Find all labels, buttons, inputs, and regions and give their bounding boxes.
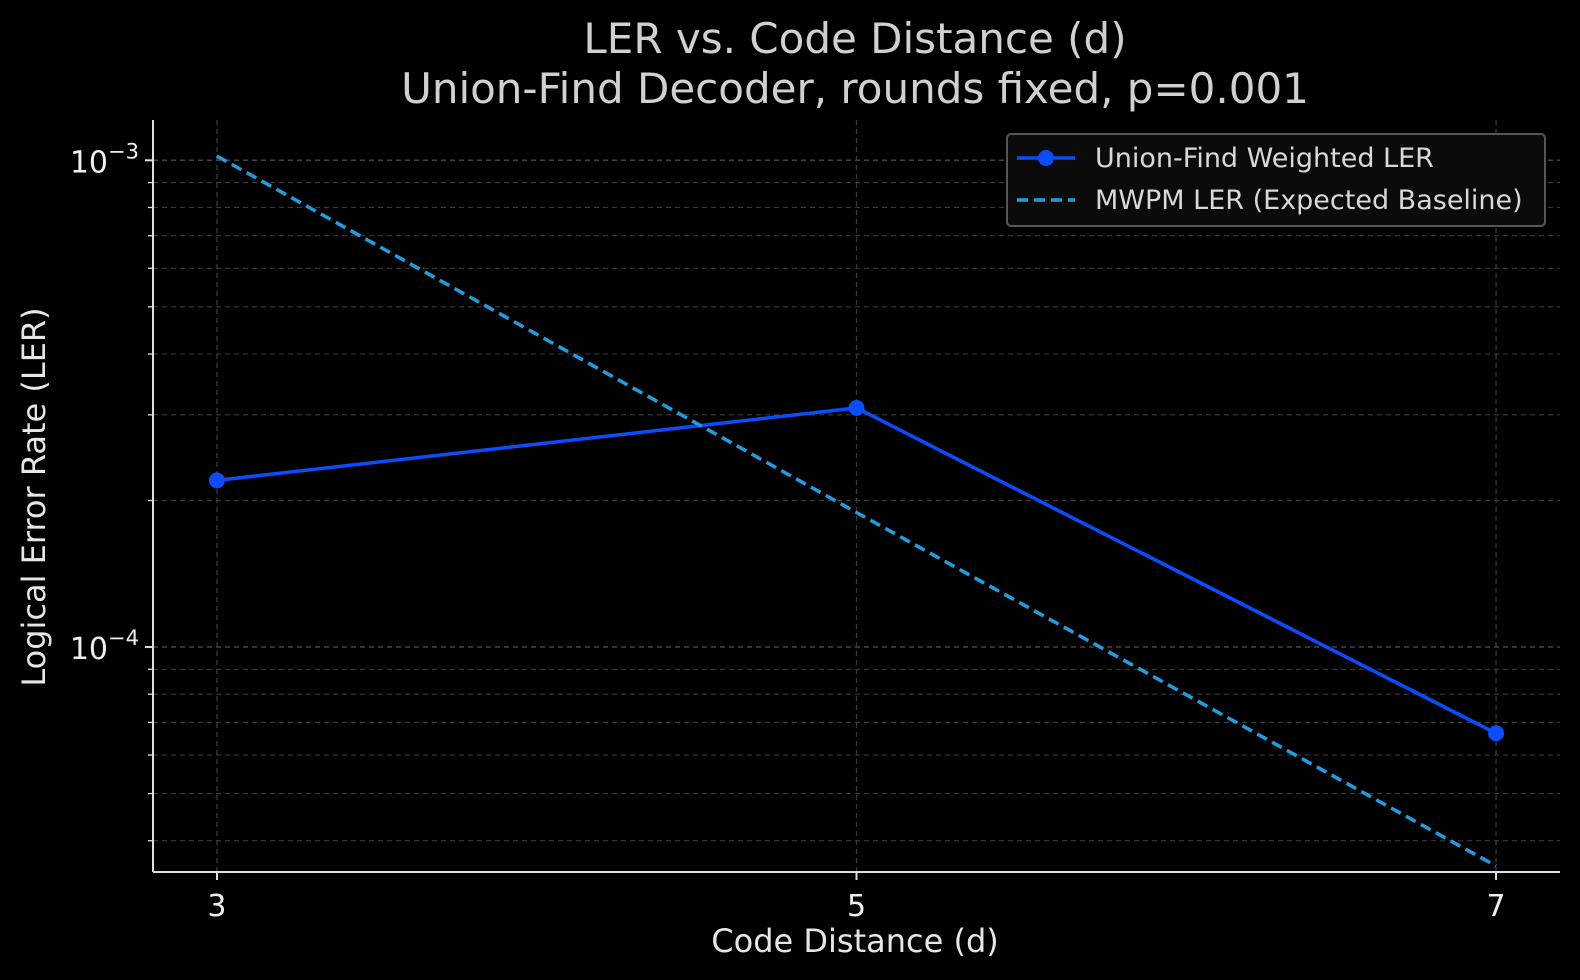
x-tick-label: 7 [1486, 889, 1505, 924]
legend-label-mwpm: MWPM LER (Expected Baseline) [1095, 185, 1523, 216]
x-axis-label: Code Distance (d) [711, 922, 998, 960]
y-tick-label: 10−4 [70, 626, 139, 667]
series-line-1 [216, 154, 1497, 868]
grid [153, 120, 1560, 872]
legend-marker-union-find [1038, 150, 1054, 166]
legend: Union-Find Weighted LER MWPM LER (Expect… [1006, 133, 1546, 227]
x-tick-label: 3 [207, 889, 226, 924]
x-tick-label: 5 [847, 889, 866, 924]
chart-title: LER vs. Code Distance (d) [583, 14, 1126, 63]
legend-label-union-find: Union-Find Weighted LER [1095, 143, 1434, 174]
y-tick-label: 10−3 [70, 139, 139, 180]
legend-box [1006, 133, 1546, 227]
data-point [1488, 725, 1505, 742]
series [208, 154, 1505, 868]
data-point [208, 472, 225, 489]
chart-subtitle: Union-Find Decoder, rounds fixed, p=0.00… [401, 64, 1309, 113]
data-point [848, 399, 865, 416]
y-axis-label: Logical Error Rate (LER) [15, 307, 53, 686]
ticks: 3 5 7 10−3 10−4 [70, 139, 1506, 924]
